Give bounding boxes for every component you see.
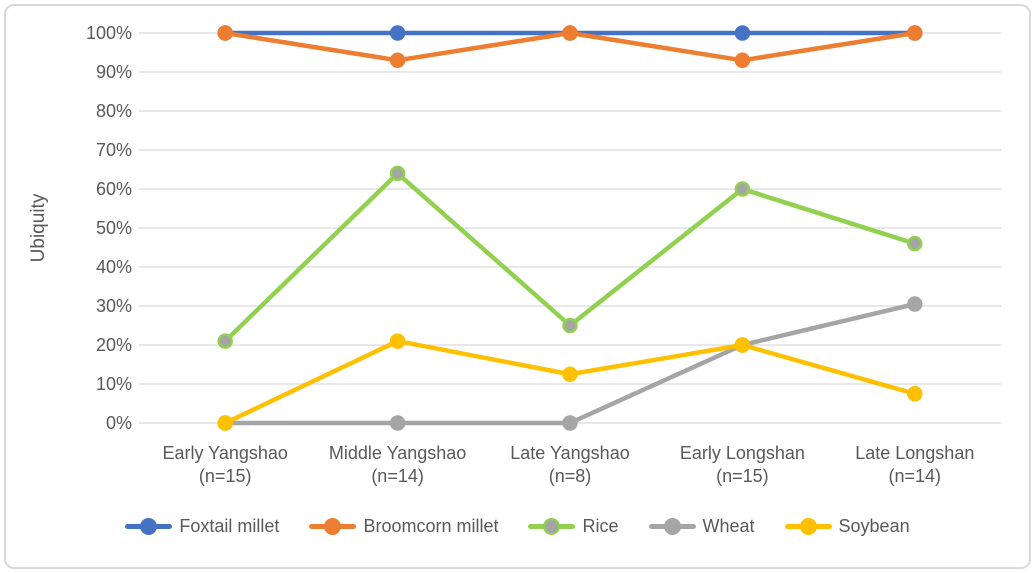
rice-legend-marker-icon: [528, 517, 576, 535]
y-tick-label: 60%: [96, 179, 132, 199]
legend-label: Rice: [582, 515, 619, 536]
x-category-label: Middle Yangshao: [329, 443, 466, 463]
y-tick-label: 10%: [96, 374, 132, 394]
data-point-soybean: [562, 366, 578, 382]
x-category-sublabel: (n=15): [716, 466, 769, 486]
legend-label: Wheat: [702, 515, 755, 536]
data-point-soybean: [907, 386, 923, 402]
x-category-label: Early Yangshao: [162, 443, 287, 463]
legend-label: Foxtail millet: [179, 515, 280, 536]
y-tick-label: 20%: [96, 335, 132, 355]
x-category-sublabel: (n=14): [889, 466, 942, 486]
data-point-rice: [217, 333, 233, 349]
data-point-broomcorn-millet: [389, 52, 406, 69]
data-point-broomcorn-millet: [734, 52, 751, 69]
legend-label: Soybean: [838, 515, 910, 536]
x-category-sublabel: (n=8): [549, 466, 592, 486]
data-point-broomcorn-millet: [562, 25, 578, 41]
legend-item-soybean: Soybean: [784, 515, 910, 537]
y-tick-label: 30%: [96, 296, 132, 316]
data-point-rice: [907, 235, 923, 252]
x-category-label: Early Longshan: [680, 443, 805, 463]
x-category-sublabel: (n=15): [199, 466, 252, 486]
legend-item-broomcorn-millet: Broomcorn millet: [309, 516, 498, 537]
foxtail-millet-legend-marker-icon: [125, 517, 173, 535]
data-point-soybean: [734, 337, 751, 353]
data-point-broomcorn-millet: [907, 25, 923, 41]
chart-frame: [4, 4, 1031, 569]
y-tick-label: 40%: [96, 257, 132, 277]
data-point-broomcorn-millet: [217, 25, 233, 41]
y-tick-label: 100%: [86, 23, 132, 43]
y-axis-title: Ubiquity: [28, 193, 49, 262]
series-line-soybean: [222, 338, 918, 426]
x-category-sublabel: (n=14): [371, 466, 424, 486]
broomcorn-millet-legend-marker-icon: [309, 517, 357, 535]
legend-item-foxtail-millet: Foxtail millet: [125, 516, 279, 537]
data-point-foxtail-millet: [389, 25, 406, 41]
x-category-label: Late Yangshao: [510, 443, 629, 463]
legend-label: Broomcorn millet: [363, 515, 499, 536]
data-point-wheat: [562, 415, 578, 431]
data-point-soybean: [217, 415, 233, 431]
data-point-rice: [734, 181, 751, 197]
y-tick-label: 70%: [96, 140, 132, 160]
soybean-legend-marker-icon: [784, 517, 832, 535]
data-point-rice: [562, 317, 578, 334]
data-point-foxtail-millet: [734, 25, 751, 41]
y-tick-label: 90%: [96, 62, 132, 82]
data-point-rice: [389, 165, 406, 182]
legend: Foxtail millet Broomcorn millet Rice Wheat S…: [0, 513, 1035, 539]
x-category-label: Late Longshan: [855, 443, 974, 463]
y-tick-label: 0%: [106, 413, 132, 433]
data-point-wheat: [389, 415, 406, 431]
y-tick-label: 50%: [96, 218, 132, 238]
legend-item-wheat: Wheat: [648, 515, 755, 537]
legend-item-rice: Rice: [528, 515, 619, 537]
wheat-legend-marker-icon: [648, 517, 696, 535]
y-tick-label: 80%: [96, 101, 132, 121]
data-point-wheat: [907, 296, 923, 312]
series-line-rice: [222, 171, 918, 344]
data-point-soybean: [389, 333, 406, 349]
